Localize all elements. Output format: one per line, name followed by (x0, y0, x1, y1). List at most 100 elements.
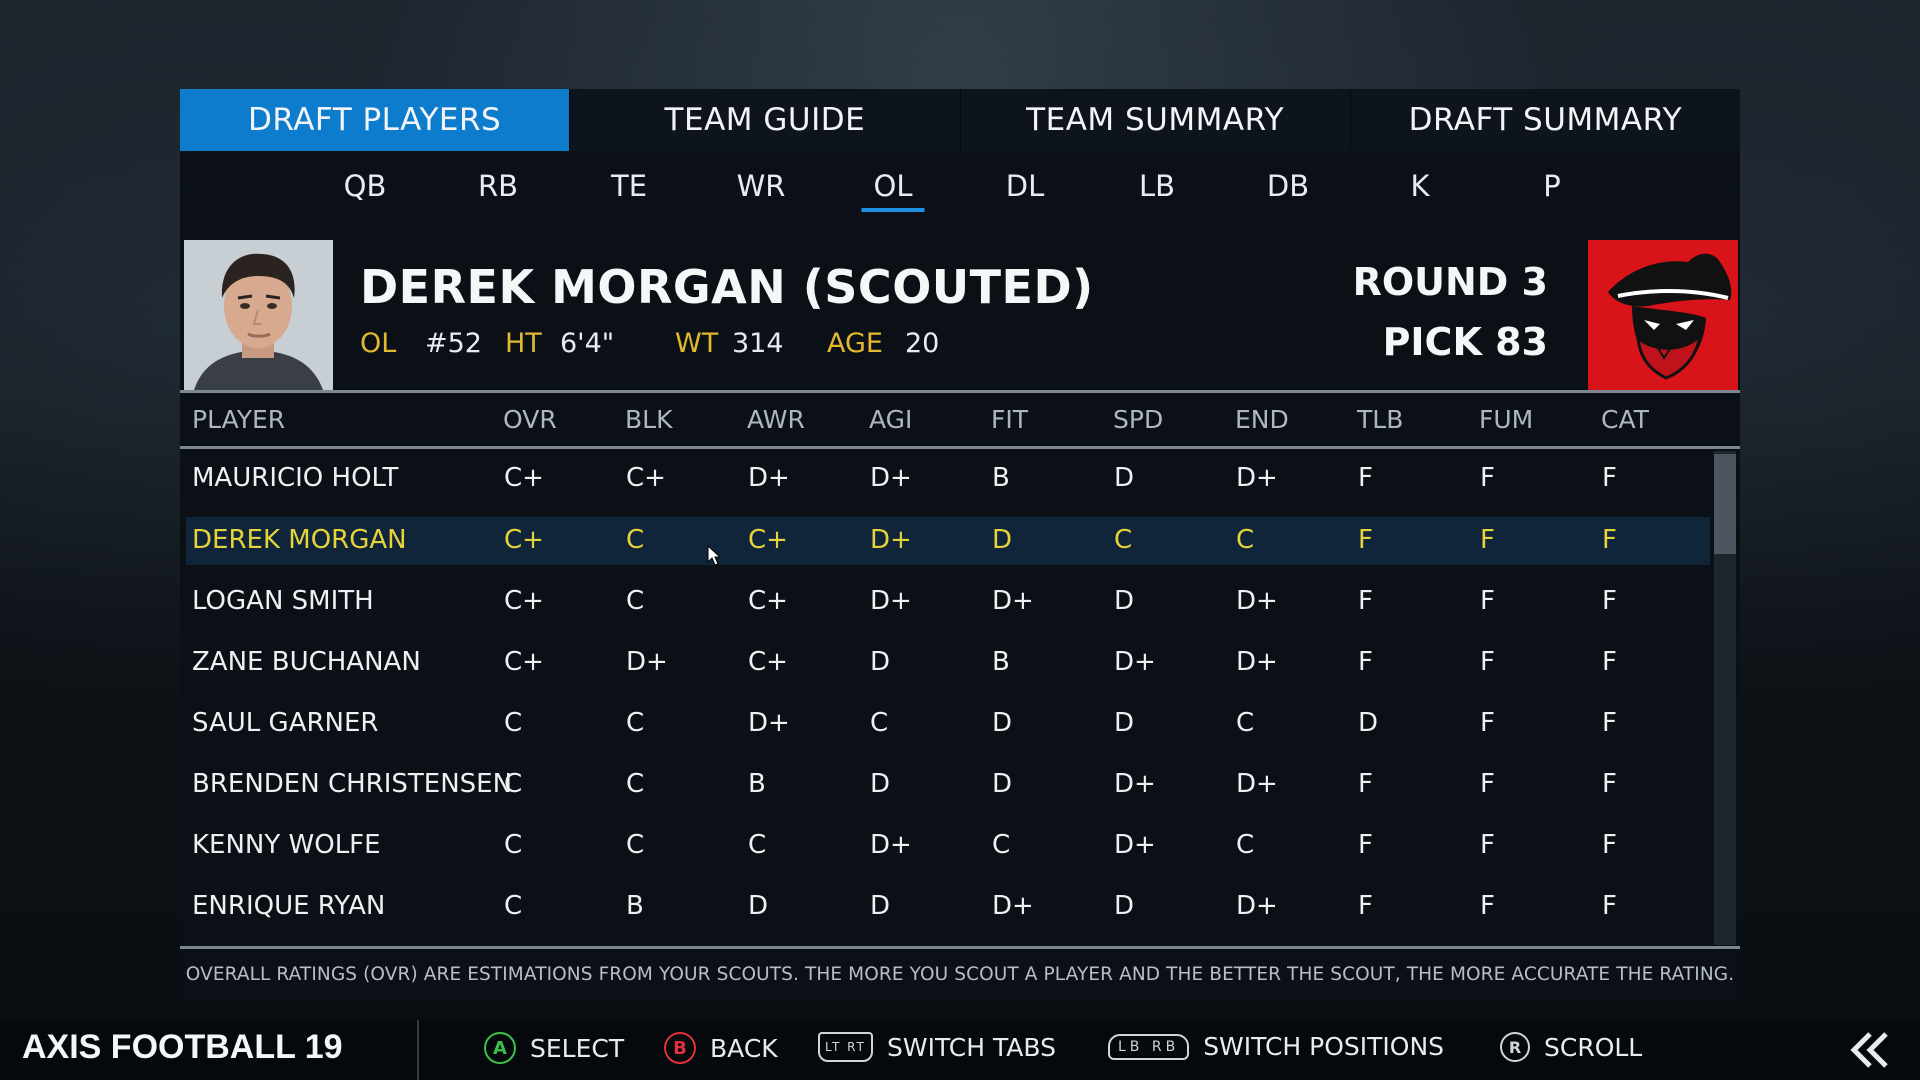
ovr-cell: C+ (504, 586, 544, 616)
position-tab-p[interactable]: P (1543, 169, 1561, 203)
column-tlb[interactable]: TLB (1357, 405, 1404, 434)
spd-cell: D (1114, 891, 1135, 921)
spd-cell: D+ (1114, 830, 1156, 860)
fum-cell: F (1480, 891, 1495, 921)
spd-cell: D (1114, 708, 1135, 738)
draft-round: ROUND 3 (1352, 260, 1548, 304)
position-tab-rb[interactable]: RB (477, 169, 519, 203)
column-player[interactable]: PLAYER (192, 405, 286, 434)
column-agi[interactable]: AGI (869, 405, 913, 434)
header-divider (180, 446, 1740, 449)
end-cell: D+ (1236, 647, 1278, 677)
column-end[interactable]: END (1235, 405, 1289, 434)
tlb-cell: D (1358, 708, 1379, 738)
column-spd[interactable]: SPD (1113, 405, 1164, 434)
ovr-cell: C (504, 708, 523, 738)
table-row-selected[interactable]: DEREK MORGAN C+ C C+ D+ D C C F F F (186, 517, 1710, 565)
column-cat[interactable]: CAT (1601, 405, 1649, 434)
spd-cell: D (1114, 586, 1135, 616)
jersey-number: #52 (425, 328, 482, 359)
column-fum[interactable]: FUM (1479, 405, 1534, 434)
hint-scroll[interactable]: R SCROLL (1500, 1032, 1642, 1062)
agi-cell: D+ (870, 830, 912, 860)
column-blk[interactable]: BLK (625, 405, 673, 434)
ovr-cell: C (504, 830, 523, 860)
cat-cell: F (1602, 769, 1617, 799)
height-label: HT (505, 328, 542, 359)
position-tab-db[interactable]: DB (1266, 169, 1310, 203)
agi-cell: D (870, 647, 891, 677)
column-fit[interactable]: FIT (991, 405, 1029, 434)
position-tab-lb[interactable]: LB (1138, 169, 1176, 203)
fit-cell: D (992, 525, 1013, 555)
tab-draft-summary[interactable]: DRAFT SUMMARY (1408, 102, 1683, 138)
end-cell: C (1236, 525, 1255, 555)
player-name-cell: SAUL GARNER (192, 708, 379, 738)
b-button-icon: B (664, 1032, 696, 1064)
column-awr[interactable]: AWR (747, 405, 805, 434)
ovr-cell: C+ (504, 463, 544, 493)
table-row[interactable]: ZANE BUCHANAN C+ D+ C+ D B D+ D+ F F F (186, 639, 1710, 687)
tlb-cell: F (1358, 463, 1373, 493)
player-name-cell: DEREK MORGAN (192, 525, 407, 555)
spd-cell: C (1114, 525, 1133, 555)
scrollbar-thumb[interactable] (1714, 454, 1736, 554)
tab-draft-players[interactable]: DRAFT PLAYERS (180, 89, 571, 151)
tlb-cell: F (1358, 525, 1373, 555)
hint-switch-tabs-label: SWITCH TABS (886, 1032, 1056, 1062)
footer-separator (417, 1020, 419, 1080)
table-row[interactable]: BRENDEN CHRISTENSEN C C B D D D+ D+ F F … (186, 761, 1710, 809)
blk-cell: C+ (626, 463, 666, 493)
position-tab-dl[interactable]: DL (1005, 169, 1045, 203)
agi-cell: D (870, 769, 891, 799)
cat-cell: F (1602, 830, 1617, 860)
agi-cell: D (870, 891, 891, 921)
column-ovr[interactable]: OVR (503, 405, 557, 434)
cat-cell: F (1602, 708, 1617, 738)
table-row[interactable]: ENRIQUE RYAN C B D D D+ D D+ F F F (186, 883, 1710, 931)
tab-team-summary[interactable]: TEAM SUMMARY (961, 89, 1351, 151)
position-tab-ol[interactable]: OL (861, 169, 925, 212)
player-name-cell: ENRIQUE RYAN (192, 891, 386, 921)
awr-cell: C+ (748, 525, 788, 555)
hint-back[interactable]: B BACK (664, 1032, 778, 1064)
player-portrait (184, 240, 333, 390)
position-tab-qb[interactable]: QB (343, 169, 387, 203)
position-label: OL (360, 328, 397, 359)
blk-cell: B (626, 891, 644, 921)
blk-cell: C (626, 830, 645, 860)
fum-cell: F (1480, 708, 1495, 738)
tab-team-guide[interactable]: TEAM GUIDE (570, 89, 961, 151)
hint-switch-positions[interactable]: LB RB SWITCH POSITIONS (1108, 1032, 1444, 1061)
weight-label: WT (675, 328, 719, 359)
table-row[interactable]: MAURICIO HOLT C+ C+ D+ D+ B D D+ F F F (186, 455, 1710, 503)
collapse-chevrons-icon[interactable] (1848, 1028, 1892, 1072)
tlb-cell: F (1358, 891, 1373, 921)
hint-switch-tabs[interactable]: LT RT SWITCH TABS (818, 1032, 1056, 1062)
agi-cell: D+ (870, 586, 912, 616)
game-title: AXIS FOOTBALL 19 (22, 1028, 343, 1066)
player-profile: DEREK MORGAN (SCOUTED) OL #52 HT 6'4" WT… (180, 238, 1740, 390)
table-bottom-divider (180, 946, 1740, 949)
spd-cell: D+ (1114, 647, 1156, 677)
position-tab-wr[interactable]: WR (736, 169, 786, 203)
spd-cell: D+ (1114, 769, 1156, 799)
fum-cell: F (1480, 647, 1495, 677)
ovr-cell: C (504, 891, 523, 921)
table-row[interactable]: SAUL GARNER C C D+ C D D C D F F (186, 700, 1710, 748)
awr-cell: B (748, 769, 766, 799)
end-cell: C (1236, 830, 1255, 860)
table-row[interactable]: KENNY WOLFE C C C D+ C D+ C F F F (186, 822, 1710, 870)
end-cell: D+ (1236, 891, 1278, 921)
agi-cell: C (870, 708, 889, 738)
hint-select[interactable]: A SELECT (484, 1032, 624, 1064)
height-value: 6'4" (560, 328, 615, 359)
scrollbar-track[interactable] (1714, 451, 1736, 945)
tlb-cell: F (1358, 647, 1373, 677)
table-row[interactable]: LOGAN SMITH C+ C C+ D+ D+ D D+ F F F (186, 578, 1710, 626)
footer-bar: AXIS FOOTBALL 19 A SELECT B BACK LT RT S… (0, 1020, 1920, 1080)
fum-cell: F (1480, 463, 1495, 493)
position-tab-k[interactable]: K (1410, 169, 1430, 203)
fit-cell: B (992, 647, 1010, 677)
position-tab-te[interactable]: TE (610, 169, 648, 203)
